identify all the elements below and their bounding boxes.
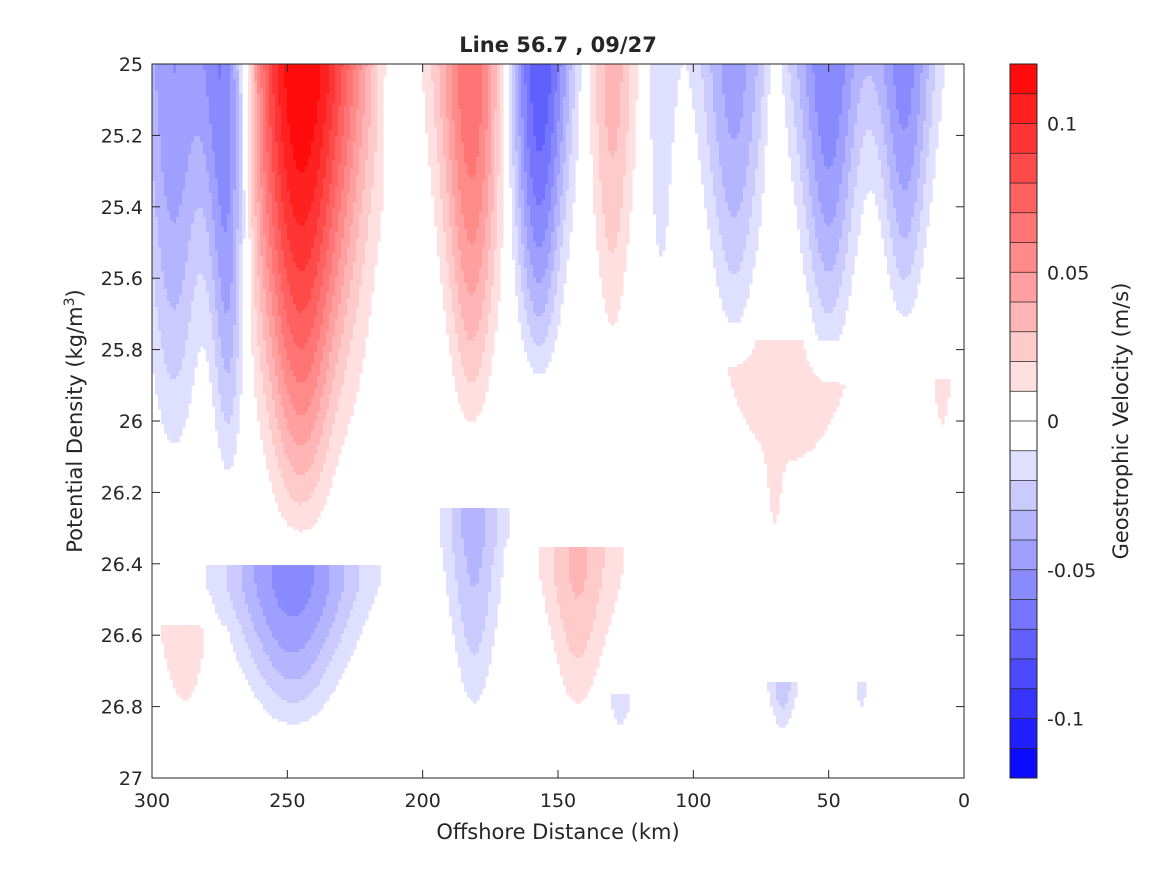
x-tick-label: 150 bbox=[540, 790, 576, 812]
colorbar-segment bbox=[1010, 153, 1037, 184]
colorbar-segment bbox=[1010, 688, 1037, 719]
y-tick-label: 25.4 bbox=[101, 197, 143, 219]
colorbar-segment bbox=[1010, 242, 1037, 273]
x-tick-label: 0 bbox=[958, 790, 970, 812]
colorbar-segment bbox=[1010, 183, 1037, 214]
x-tick-label: 50 bbox=[817, 790, 841, 812]
colorbar-segment bbox=[1010, 391, 1037, 422]
x-tick-label: 200 bbox=[405, 790, 441, 812]
colorbar-tick-label: -0.1 bbox=[1047, 709, 1084, 731]
colorbar bbox=[1009, 63, 1038, 779]
y-axis-label-main: Potential Density (kg/m bbox=[63, 306, 87, 552]
colorbar-segment bbox=[1010, 64, 1037, 95]
y-axis-label: Potential Density (kg/m3) bbox=[62, 289, 87, 553]
colorbar-segment bbox=[1010, 361, 1037, 392]
y-tick-label: 26.8 bbox=[101, 697, 143, 719]
colorbar-segment bbox=[1010, 212, 1037, 243]
colorbar-segment bbox=[1010, 569, 1037, 600]
y-tick-label: 25.6 bbox=[101, 268, 143, 290]
y-tick-label: 26.2 bbox=[101, 482, 143, 504]
colorbar-segment bbox=[1010, 629, 1037, 660]
x-axis-label: Offshore Distance (km) bbox=[436, 820, 679, 844]
y-tick-label: 25 bbox=[119, 54, 143, 76]
colorbar-tick-label: -0.05 bbox=[1047, 560, 1096, 582]
colorbar-tick-label: 0 bbox=[1047, 411, 1059, 433]
colorbar-segment bbox=[1010, 123, 1037, 154]
contour-fill-layer bbox=[152, 64, 951, 728]
y-tick-label: 25.2 bbox=[101, 125, 143, 147]
colorbar-segment bbox=[1010, 480, 1037, 511]
x-axis: 300 250 200 150 100 50 0 bbox=[134, 64, 970, 812]
x-tick-label: 300 bbox=[134, 790, 170, 812]
colorbar-segment bbox=[1010, 331, 1037, 362]
colorbar-segment bbox=[1010, 510, 1037, 541]
y-axis: 25 25.2 25.4 25.6 25.8 26 26.2 26.4 26.6 26.8 27 bbox=[101, 54, 964, 790]
colorbar-segment bbox=[1010, 659, 1037, 690]
colorbar-segment bbox=[1010, 748, 1037, 779]
colorbar-frame bbox=[1009, 63, 1038, 779]
colorbar-label: Geostrophic Velocity (m/s) bbox=[1109, 283, 1133, 560]
colorbar-segment bbox=[1010, 599, 1037, 630]
colorbar-segment bbox=[1010, 272, 1037, 303]
x-tick-label: 250 bbox=[269, 790, 305, 812]
colorbar-segment bbox=[1010, 93, 1037, 124]
colorbar-segment bbox=[1010, 302, 1037, 333]
colorbar-segment bbox=[1010, 450, 1037, 481]
colorbar-segment bbox=[1010, 421, 1037, 452]
y-tick-label: 26.6 bbox=[101, 625, 143, 647]
y-tick-label: 26.4 bbox=[101, 554, 143, 576]
y-tick-label: 26 bbox=[119, 411, 143, 433]
colorbar-segment bbox=[1010, 540, 1037, 571]
y-tick-label: 27 bbox=[119, 768, 143, 790]
colorbar-tick-label: 0.05 bbox=[1047, 262, 1089, 284]
y-axis-label-superscript: 3 bbox=[62, 297, 78, 306]
chart-title: Line 56.7 , 09/27 bbox=[459, 33, 657, 57]
colorbar-axis: 0.1 0.05 0 -0.05 -0.1 bbox=[1047, 114, 1096, 731]
colorbar-segment bbox=[1010, 718, 1037, 749]
y-axis-label-close: ) bbox=[63, 289, 87, 297]
y-tick-label: 25.8 bbox=[101, 340, 143, 362]
colorbar-tick-label: 0.1 bbox=[1047, 114, 1077, 136]
x-tick-label: 100 bbox=[675, 790, 711, 812]
